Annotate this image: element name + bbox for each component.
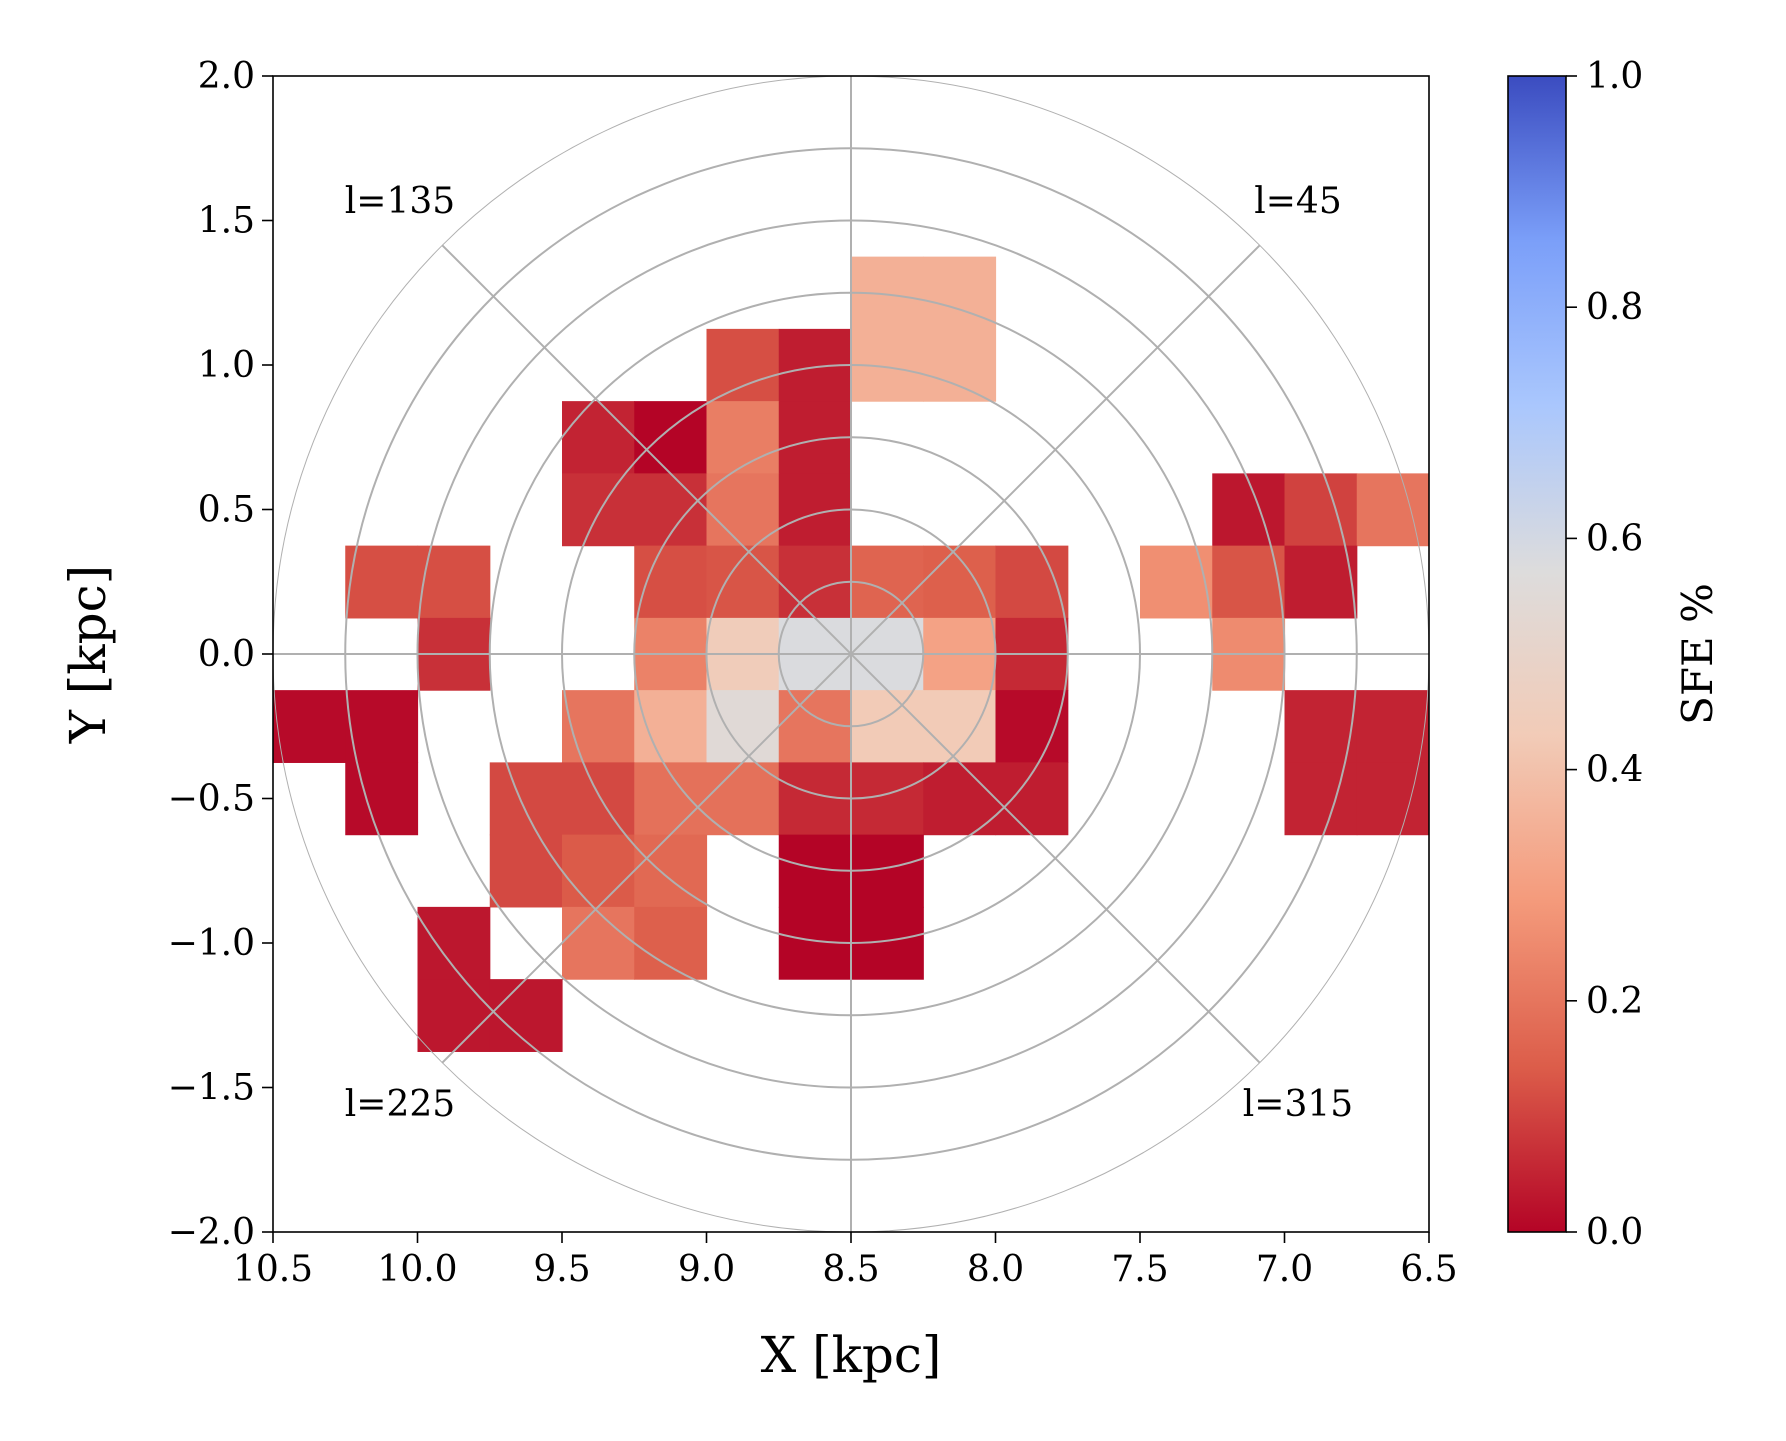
longitude-label-315: l=315 (1243, 1084, 1353, 1125)
longitude-label-225: l=225 (345, 1084, 455, 1125)
y-tick-label: −2.0 (168, 1212, 255, 1253)
heatmap-cell (417, 545, 491, 619)
colorbar-label: SFE % (1673, 583, 1722, 725)
y-tick-label: −1.5 (168, 1068, 255, 1109)
heatmap-cell (923, 690, 997, 763)
heatmap-cell (634, 834, 708, 908)
x-tick-label: 7.5 (1111, 1249, 1168, 1290)
heatmap-cell (706, 545, 780, 619)
heatmap-cell (562, 473, 635, 547)
y-tick-label: 0.5 (198, 490, 255, 531)
x-axis-ticks: 10.5 10.0 9.5 9.0 8.5 8.0 7.5 7.0 6.5 (233, 1232, 1458, 1290)
y-tick-label: 1.5 (198, 201, 255, 242)
heatmap-cell (634, 906, 708, 980)
heatmap-cell (562, 762, 635, 836)
x-tick-label: 8.0 (967, 1249, 1024, 1290)
heatmap-cell (562, 690, 635, 763)
longitude-label-135: l=135 (345, 181, 455, 222)
heatmap-cell (1356, 762, 1429, 836)
heatmap-cell (923, 328, 997, 402)
heatmap-cell (1284, 545, 1358, 619)
polar-grid (273, 76, 1429, 1232)
x-tick-label: 10.0 (377, 1249, 457, 1290)
x-tick-label: 9.0 (678, 1249, 735, 1290)
y-tick-label: −1.0 (168, 923, 255, 964)
colorbar (1507, 75, 1567, 1233)
heatmap-cell (489, 979, 563, 1052)
heatmap-cell (634, 545, 708, 619)
colorbar-tick-label: 0.0 (1586, 1212, 1643, 1253)
heatmap-cell (923, 545, 997, 619)
heatmap-cell (345, 690, 419, 763)
heatmap-cell (1356, 690, 1429, 763)
colorbar-tick-label: 0.6 (1586, 518, 1643, 559)
heatmap-cell (417, 979, 491, 1052)
heatmap-cell (345, 762, 419, 836)
colorbar-tick-label: 0.4 (1586, 750, 1643, 791)
heatmap-cell (634, 690, 708, 763)
heatmap-cell (995, 545, 1069, 619)
x-axis-label: X [kpc] (761, 1326, 942, 1384)
heatmap-cell (923, 762, 997, 836)
heatmap-cell (995, 690, 1069, 763)
colorbar-ticks: 0.0 0.2 0.4 0.6 0.8 1.0 (1566, 56, 1643, 1253)
colorbar-tick-label: 1.0 (1586, 56, 1643, 97)
y-axis-label: Y [kpc] (59, 565, 117, 744)
y-tick-label: 0.0 (198, 634, 255, 675)
x-tick-label: 9.5 (533, 1249, 590, 1290)
heatmap-cell (706, 690, 780, 763)
heatmap-cell (706, 473, 780, 547)
grid-spoke (441, 244, 1261, 1064)
heatmap-cell (778, 690, 852, 763)
y-tick-label: 1.0 (198, 345, 255, 386)
heatmap-cell (1284, 473, 1358, 547)
x-tick-label: 6.5 (1400, 1249, 1457, 1290)
heatmap-cell (634, 401, 708, 474)
x-tick-label: 10.5 (233, 1249, 313, 1290)
x-tick-label: 7.0 (1256, 1249, 1313, 1290)
heatmap-cell (562, 906, 635, 980)
y-tick-label: −0.5 (168, 779, 255, 820)
heatmap-cell (1212, 473, 1286, 547)
heatmap-cell (706, 762, 780, 836)
heatmap-cell (706, 328, 780, 402)
heatmap-cell (1284, 690, 1358, 763)
heatmap-cell (562, 401, 635, 474)
x-tick-label: 8.5 (822, 1249, 879, 1290)
heatmap-cell (851, 690, 924, 763)
y-axis-ticks: −2.0 −1.5 −1.0 −0.5 0.0 0.5 1.0 1.5 2.0 (168, 56, 273, 1253)
heatmap-cell (1356, 473, 1429, 547)
heatmap-cell (706, 401, 780, 474)
colorbar-tick-label: 0.8 (1586, 287, 1643, 328)
heatmap-cell (273, 690, 346, 763)
heatmap-cell (345, 545, 419, 619)
colorbar-tick-label: 0.2 (1586, 981, 1643, 1022)
heatmap-cell (489, 762, 563, 836)
heatmap-cell (562, 834, 635, 908)
longitude-label-45: l=45 (1254, 181, 1342, 222)
heatmap-cell (489, 834, 563, 908)
y-tick-label: 2.0 (198, 56, 255, 97)
heatmap-cell (1140, 545, 1213, 619)
heatmap-cell (1284, 762, 1358, 836)
